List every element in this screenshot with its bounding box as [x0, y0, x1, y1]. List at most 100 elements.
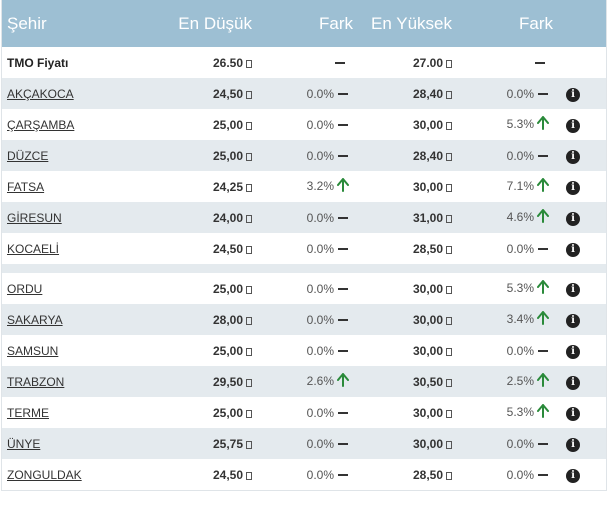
- header-diff-high[interactable]: Fark: [519, 13, 553, 33]
- low-price: 24,50: [212, 467, 243, 482]
- low-diff: 0.0%: [306, 148, 334, 163]
- city-cell: DÜZCE: [2, 149, 172, 163]
- arrow-up-icon: [537, 116, 549, 133]
- currency-icon: [246, 152, 252, 161]
- city-link[interactable]: ÇARŞAMBA: [7, 117, 75, 132]
- info-cell: i: [553, 241, 593, 257]
- low-diff-cell: 0.0%: [252, 313, 353, 327]
- info-icon[interactable]: i: [566, 149, 580, 164]
- low-diff: 0.0%: [306, 467, 334, 482]
- low-diff: 0.0%: [306, 281, 334, 296]
- low-price-cell: 24,50: [172, 87, 252, 101]
- high-price-cell: 30,50: [353, 375, 452, 389]
- high-price: 28,50: [412, 467, 443, 482]
- city-link[interactable]: ORDU: [7, 281, 43, 296]
- info-icon[interactable]: i: [566, 437, 580, 452]
- info-icon[interactable]: i: [566, 375, 580, 390]
- city-link[interactable]: AKÇAKOCA: [7, 86, 74, 101]
- currency-icon: [246, 409, 252, 418]
- low-price: 25,00: [212, 148, 243, 163]
- high-price-cell: 30,00: [353, 118, 452, 132]
- high-price-cell: 30,00: [353, 282, 452, 296]
- high-diff-cell: 5.3%: [452, 404, 553, 421]
- table-row: FATSA 24,25 3.2% 30,00 7.1% i: [2, 171, 606, 202]
- info-icon[interactable]: i: [566, 180, 580, 195]
- low-diff-cell: 0.0%: [252, 437, 353, 451]
- info-cell: i: [553, 436, 593, 452]
- dash-icon: [535, 61, 545, 64]
- city-cell: ÜNYE: [2, 437, 172, 451]
- city-link[interactable]: KOCAELİ: [7, 241, 60, 256]
- city-link[interactable]: ÜNYE: [7, 436, 41, 451]
- dash-icon: [338, 123, 348, 126]
- high-price: 30,00: [412, 436, 443, 451]
- low-price: 25,75: [212, 436, 243, 451]
- low-price: 25,00: [212, 405, 243, 420]
- low-price: 25,00: [212, 281, 243, 296]
- currency-icon: [446, 90, 452, 99]
- arrow-up-icon: [337, 373, 349, 390]
- low-price: 25,00: [212, 117, 243, 132]
- info-cell: i: [553, 117, 593, 133]
- header-highest[interactable]: En Yüksek: [371, 13, 452, 33]
- high-diff-cell: 0.0%: [452, 242, 553, 256]
- price-table: Şehir En Düşük Fark En Yüksek Fark TMO F…: [1, 0, 607, 491]
- low-diff-cell: 0.0%: [252, 118, 353, 132]
- high-diff: 5.3%: [506, 281, 534, 295]
- tmo-high-cell: 27.00: [353, 56, 452, 70]
- city-link[interactable]: GİRESUN: [7, 210, 62, 225]
- low-diff-cell: 0.0%: [252, 468, 353, 482]
- info-icon[interactable]: i: [566, 282, 580, 297]
- city-cell: TRABZON: [2, 375, 172, 389]
- city-link[interactable]: TRABZON: [7, 374, 65, 389]
- currency-icon: [446, 285, 452, 294]
- info-cell: i: [553, 312, 593, 328]
- currency-icon: [246, 471, 252, 480]
- low-price-cell: 25,75: [172, 437, 252, 451]
- info-icon[interactable]: i: [566, 313, 580, 328]
- city-link[interactable]: SAMSUN: [7, 343, 59, 358]
- currency-icon: [246, 378, 252, 387]
- low-diff-cell: 0.0%: [252, 242, 353, 256]
- currency-icon: [446, 183, 452, 192]
- city-link[interactable]: FATSA: [7, 179, 45, 194]
- header-diff-low[interactable]: Fark: [319, 13, 353, 33]
- info-icon[interactable]: i: [566, 211, 580, 226]
- header-city[interactable]: Şehir: [7, 13, 47, 33]
- info-icon[interactable]: i: [566, 344, 580, 359]
- dash-icon: [538, 92, 548, 95]
- city-cell: ÇARŞAMBA: [2, 118, 172, 132]
- high-diff-cell: 0.0%: [452, 468, 553, 482]
- high-diff-cell: 4.6%: [452, 209, 553, 226]
- info-icon[interactable]: i: [566, 87, 580, 102]
- info-cell: i: [553, 148, 593, 164]
- low-price-cell: 24,25: [172, 180, 252, 194]
- currency-icon: [246, 285, 252, 294]
- city-link[interactable]: TERME: [7, 405, 49, 420]
- high-diff: 0.0%: [506, 148, 534, 163]
- high-diff-cell: 7.1%: [452, 178, 553, 195]
- city-cell: TERME: [2, 406, 172, 420]
- header-lowest[interactable]: En Düşük: [178, 13, 252, 33]
- low-price-cell: 24,50: [172, 242, 252, 256]
- info-cell: i: [553, 343, 593, 359]
- high-diff: 5.3%: [506, 405, 534, 419]
- info-icon[interactable]: i: [566, 242, 580, 257]
- low-diff-cell: 0.0%: [252, 211, 353, 225]
- dash-icon: [538, 442, 548, 445]
- info-icon[interactable]: i: [566, 118, 580, 133]
- low-price: 24,25: [212, 179, 243, 194]
- low-price-cell: 25,00: [172, 282, 252, 296]
- dash-icon: [338, 349, 348, 352]
- table-row: ORDU 25,00 0.0% 30,00 5.3% i: [2, 273, 606, 304]
- info-icon[interactable]: i: [566, 406, 580, 421]
- dash-icon: [338, 411, 348, 414]
- dash-icon: [538, 154, 548, 157]
- city-link[interactable]: ZONGULDAK: [7, 467, 82, 482]
- city-link[interactable]: SAKARYA: [7, 312, 63, 327]
- info-icon[interactable]: i: [566, 468, 580, 483]
- dash-icon: [335, 61, 345, 64]
- city-link[interactable]: DÜZCE: [7, 148, 49, 163]
- city-cell: AKÇAKOCA: [2, 87, 172, 101]
- currency-icon: [446, 152, 452, 161]
